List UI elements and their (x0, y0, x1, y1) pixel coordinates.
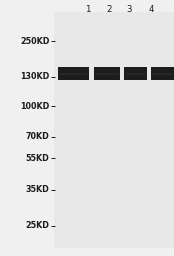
Text: 3: 3 (127, 5, 132, 14)
Text: 4: 4 (149, 5, 154, 14)
Text: 55KD: 55KD (26, 154, 50, 163)
Text: 250KD: 250KD (20, 37, 50, 46)
Bar (151, 67, 174, 80)
Text: 25KD: 25KD (26, 221, 50, 230)
Bar (152, 73, 173, 75)
Bar (58, 67, 89, 80)
Text: 70KD: 70KD (26, 132, 50, 142)
Bar (94, 67, 120, 80)
Bar (95, 73, 119, 75)
Bar (60, 73, 87, 75)
Bar (54, 12, 174, 248)
Bar (125, 73, 146, 75)
Text: 100KD: 100KD (20, 102, 50, 111)
Text: 35KD: 35KD (26, 185, 50, 195)
Text: 2: 2 (106, 5, 112, 14)
Text: 1: 1 (85, 5, 91, 14)
Bar (124, 67, 147, 80)
Text: 130KD: 130KD (20, 72, 50, 81)
